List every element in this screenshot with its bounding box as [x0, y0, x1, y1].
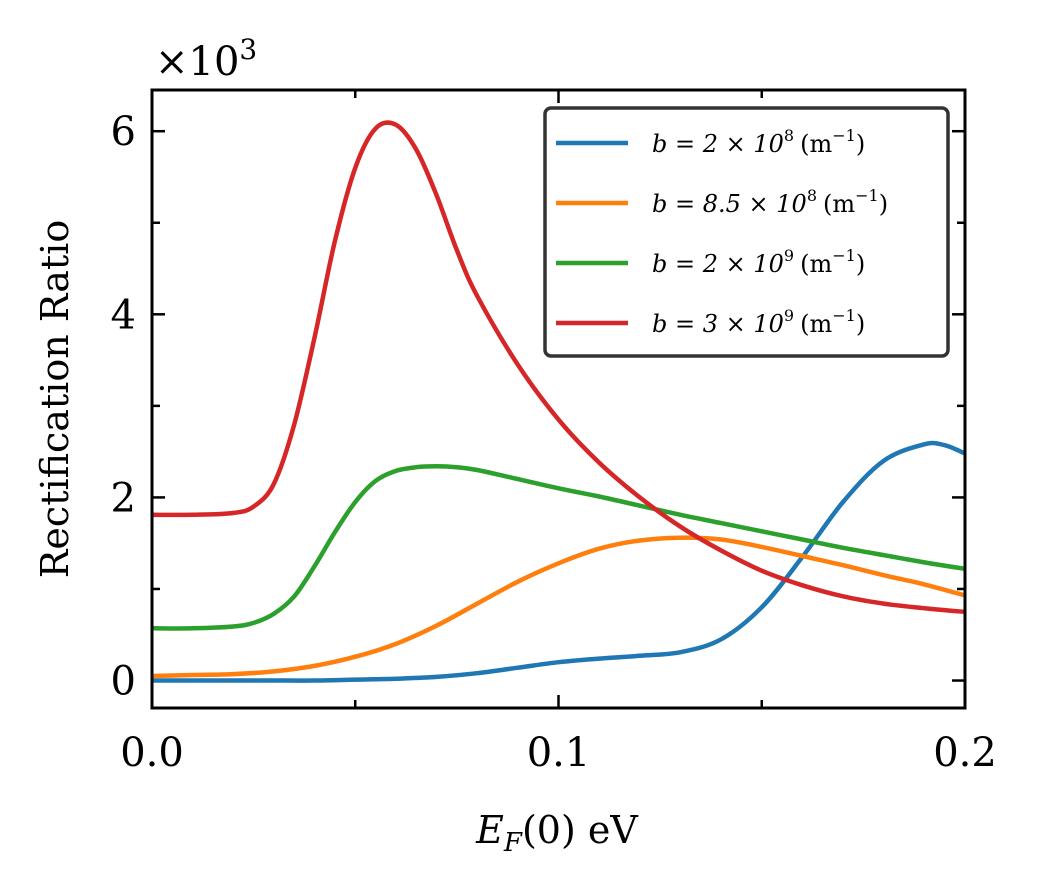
tick-labels: 0.0 0.1 0.2 0 2 4 6 — [111, 109, 997, 776]
y-tick-label: 4 — [111, 292, 136, 338]
legend-label-2: b = 8.5 × 108 (m−1) — [652, 186, 888, 218]
series-line-4 — [152, 120, 965, 615]
series-line-2 — [152, 535, 965, 679]
legend: b = 2 × 108 (m−1) b = 8.5 × 108 (m−1) b = 2 … — [543, 106, 950, 358]
plot-frame — [150, 88, 967, 710]
series-line-1 — [152, 440, 965, 683]
legend-label-1: b = 2 × 108 (m−1) — [652, 126, 865, 158]
legend-box — [543, 106, 950, 358]
y-tick-label: 2 — [111, 475, 136, 521]
y-tick-label: 6 — [111, 109, 136, 155]
legend-label-3: b = 2 × 109 (m−1) — [652, 246, 865, 278]
x-tick-label: 0.0 — [120, 730, 184, 776]
y-axis-multiplier: ×103 — [155, 33, 257, 85]
y-tick-label: 0 — [111, 659, 136, 705]
x-tick-label: 0.2 — [933, 730, 997, 776]
series-lines — [152, 120, 965, 683]
x-axis-title: EF(0) eV — [475, 808, 638, 858]
legend-label-4: b = 3 × 109 (m−1) — [652, 306, 865, 338]
series-line-3 — [152, 464, 965, 631]
y-axis-title: Rectification Ratio — [33, 220, 77, 578]
x-tick-label: 0.1 — [527, 730, 591, 776]
